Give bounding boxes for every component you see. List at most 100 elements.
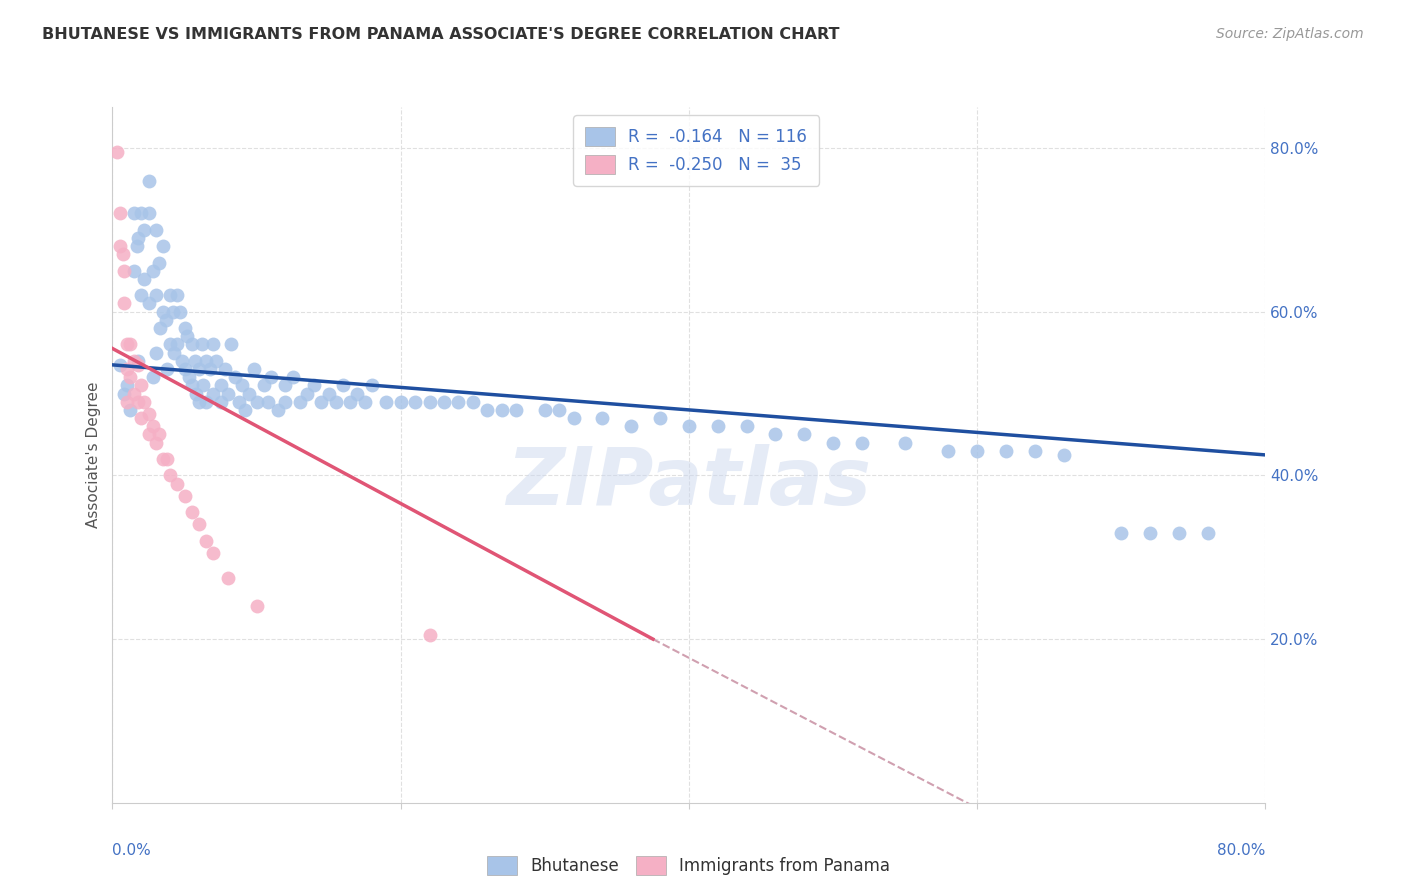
Point	[648, 411, 672, 425]
Point	[505, 403, 527, 417]
Point	[183, 353, 205, 368]
Point	[267, 403, 290, 417]
Point	[620, 419, 643, 434]
Point	[548, 403, 571, 417]
Point	[134, 272, 156, 286]
Point	[127, 231, 149, 245]
Point	[122, 206, 145, 220]
Point	[169, 304, 191, 318]
Point	[145, 223, 167, 237]
Point	[122, 353, 145, 368]
Legend: Bhutanese, Immigrants from Panama: Bhutanese, Immigrants from Panama	[478, 846, 900, 885]
Point	[173, 489, 195, 503]
Point	[765, 427, 787, 442]
Point	[224, 370, 246, 384]
Point	[138, 174, 160, 188]
Point	[163, 345, 186, 359]
Point	[966, 443, 988, 458]
Point	[562, 411, 585, 425]
Point	[129, 288, 153, 302]
Point	[346, 386, 368, 401]
Point	[108, 239, 131, 253]
Point	[793, 427, 815, 442]
Point	[325, 394, 347, 409]
Point	[1197, 525, 1219, 540]
Point	[138, 427, 160, 442]
Point	[339, 394, 361, 409]
Point	[118, 403, 141, 417]
Point	[148, 255, 170, 269]
Point	[304, 378, 326, 392]
Point	[533, 403, 555, 417]
Point	[180, 337, 202, 351]
Point	[253, 378, 276, 392]
Point	[138, 206, 160, 220]
Point	[202, 386, 225, 401]
Point	[188, 517, 211, 532]
Point	[134, 394, 156, 409]
Point	[404, 394, 426, 409]
Point	[1024, 443, 1046, 458]
Point	[142, 370, 165, 384]
Point	[209, 394, 232, 409]
Point	[318, 386, 340, 401]
Point	[145, 345, 167, 359]
Point	[127, 353, 149, 368]
Point	[193, 378, 215, 392]
Point	[592, 411, 614, 425]
Point	[233, 403, 256, 417]
Point	[142, 419, 165, 434]
Point	[122, 386, 145, 401]
Point	[274, 394, 297, 409]
Point	[170, 353, 193, 368]
Text: Source: ZipAtlas.com: Source: ZipAtlas.com	[1216, 27, 1364, 41]
Point	[122, 264, 145, 278]
Point	[129, 206, 153, 220]
Point	[274, 378, 297, 392]
Point	[332, 378, 354, 392]
Point	[173, 362, 195, 376]
Point	[389, 394, 412, 409]
Point	[288, 394, 311, 409]
Point	[142, 264, 165, 278]
Point	[706, 419, 728, 434]
Text: 80.0%: 80.0%	[1218, 843, 1265, 858]
Point	[112, 386, 135, 401]
Point	[191, 337, 214, 351]
Point	[138, 296, 160, 310]
Point	[375, 394, 398, 409]
Point	[173, 321, 195, 335]
Point	[105, 145, 128, 159]
Point	[735, 419, 758, 434]
Point	[134, 223, 156, 237]
Point	[177, 370, 200, 384]
Point	[936, 443, 959, 458]
Point	[295, 386, 318, 401]
Text: BHUTANESE VS IMMIGRANTS FROM PANAMA ASSOCIATE'S DEGREE CORRELATION CHART: BHUTANESE VS IMMIGRANTS FROM PANAMA ASSO…	[42, 27, 839, 42]
Point	[149, 321, 172, 335]
Point	[156, 452, 179, 467]
Point	[145, 435, 167, 450]
Point	[127, 394, 149, 409]
Point	[152, 239, 174, 253]
Point	[238, 386, 260, 401]
Point	[195, 394, 218, 409]
Point	[245, 394, 267, 409]
Point	[217, 571, 239, 585]
Point	[127, 358, 149, 372]
Point	[217, 386, 239, 401]
Point	[219, 337, 242, 351]
Point	[1139, 525, 1161, 540]
Point	[360, 378, 382, 392]
Point	[159, 337, 181, 351]
Point	[118, 337, 141, 351]
Point	[995, 443, 1018, 458]
Point	[851, 435, 873, 450]
Point	[129, 411, 153, 425]
Point	[188, 362, 211, 376]
Point	[260, 370, 283, 384]
Point	[148, 427, 170, 442]
Point	[447, 394, 470, 409]
Point	[257, 394, 280, 409]
Point	[115, 378, 138, 392]
